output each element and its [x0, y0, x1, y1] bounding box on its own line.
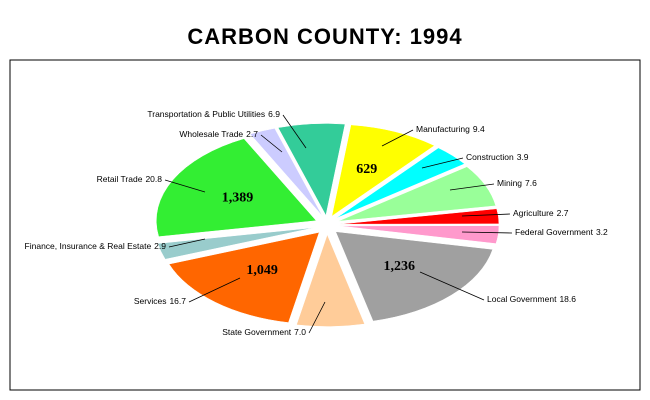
slice-label: State Government 7.0 [222, 327, 306, 337]
leader-line [461, 213, 511, 217]
pie-slice [335, 231, 494, 322]
slice-label: Local Government 18.6 [487, 294, 576, 304]
leader-line [282, 114, 307, 149]
count-label: 1,389 [222, 190, 254, 205]
count-label: 629 [356, 162, 377, 177]
category-name: Local Government [487, 294, 557, 304]
category-name: Construction [466, 152, 514, 162]
plot-frame [9, 59, 641, 391]
count-label: 1,049 [246, 263, 278, 278]
slice-label: Wholesale Trade 2.7 [179, 129, 258, 139]
slice-value: 18.6 [559, 294, 576, 304]
category-name: Retail Trade [97, 174, 143, 184]
leader-line [164, 179, 206, 193]
slice-label: Agriculture 2.7 [513, 208, 569, 218]
slice-value: 7.0 [294, 327, 306, 337]
slice-value: 6.9 [268, 109, 280, 119]
pie-slice [338, 225, 500, 244]
leader-line [168, 238, 206, 248]
category-name: State Government [222, 327, 292, 337]
pie-slice [331, 124, 435, 217]
chart-title: CARBON COUNTY: 1994 [187, 24, 462, 49]
category-name: Transportation & Public Utilities [147, 109, 265, 119]
slice-label: Federal Government 3.2 [515, 227, 608, 237]
slice-value: 2.7 [246, 129, 258, 139]
category-name: Finance, Insurance & Real Estate [25, 241, 152, 251]
slice-label: Mining 7.6 [497, 178, 537, 188]
slice-label: Services 16.7 [134, 296, 186, 306]
slice-value: 9.4 [473, 124, 485, 134]
pie-slice [277, 123, 346, 217]
leader-line [188, 277, 241, 303]
slice-value: 3.9 [517, 152, 529, 162]
category-name: Manufacturing [416, 124, 470, 134]
pie-slice [156, 138, 317, 237]
leader-line [381, 129, 414, 147]
pie-slice [168, 231, 320, 323]
category-name: Mining [497, 178, 522, 188]
pie-slice [296, 233, 366, 327]
slice-label: Retail Trade 20.8 [97, 174, 163, 184]
slice-value: 2.7 [557, 208, 569, 218]
category-name: Federal Government [515, 227, 594, 237]
leader-line [421, 157, 464, 169]
slice-label: Transportation & Public Utilities 6.9 [147, 109, 280, 119]
category-name: Wholesale Trade [179, 129, 243, 139]
slice-value: 2.9 [154, 241, 166, 251]
count-label: 1,236 [383, 259, 415, 274]
slice-value: 20.8 [145, 174, 162, 184]
pie-slice [157, 227, 316, 260]
slice-value: 16.7 [169, 296, 186, 306]
slice-value: 7.6 [525, 178, 537, 188]
pie-slice [338, 208, 500, 225]
leader-line [308, 301, 326, 334]
leader-line [449, 183, 495, 191]
leader-line [260, 134, 283, 153]
slice-label: Manufacturing 9.4 [416, 124, 485, 134]
category-name: Agriculture [513, 208, 554, 218]
slice-value: 3.2 [596, 227, 608, 237]
slice-label: Construction 3.9 [466, 152, 529, 162]
category-name: Services [134, 296, 167, 306]
leader-line [419, 271, 485, 301]
pie-slice [249, 128, 323, 217]
slice-label: Finance, Insurance & Real Estate 2.9 [25, 241, 167, 251]
leader-line [461, 231, 513, 234]
